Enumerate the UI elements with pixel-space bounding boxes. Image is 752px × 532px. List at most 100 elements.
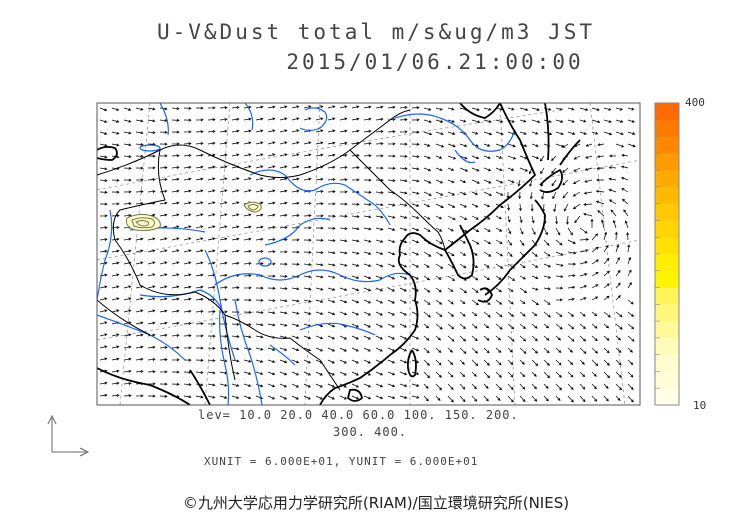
wind-vector: [423, 383, 429, 389]
wind-vector: [583, 191, 593, 195]
wind-vector: [339, 299, 348, 304]
wind-vector: [171, 273, 180, 277]
wind-vector: [423, 155, 431, 159]
wind-vector: [603, 270, 610, 277]
wind-vector: [231, 189, 240, 193]
wind-vector: [387, 299, 395, 304]
wind-vector: [147, 345, 156, 349]
wind-vector: [327, 299, 336, 304]
wind-vector: [303, 117, 312, 121]
wind-vector: [315, 335, 324, 340]
wind-vector: [123, 249, 132, 253]
wind-vector: [303, 299, 312, 303]
wind-vector: [351, 323, 360, 328]
wind-vector: [219, 383, 228, 387]
wind-vector: [387, 166, 396, 170]
wind-vector: [531, 299, 540, 306]
wind-vector: [279, 323, 288, 327]
wind-vector: [567, 239, 576, 244]
wind-vector: [596, 178, 604, 182]
wind-vector: [543, 395, 549, 402]
wind-vector: [195, 201, 204, 205]
wind-vector: [339, 395, 348, 400]
wind-vector: [621, 176, 629, 181]
wind-vector: [447, 191, 456, 196]
wind-vector: [435, 311, 443, 318]
colorbar-swatch: [655, 153, 679, 171]
wind-vector: [303, 153, 312, 157]
wind-vector: [399, 335, 408, 340]
wind-vector: [626, 231, 630, 241]
wind-vector: [471, 335, 478, 342]
wind-vector: [135, 131, 144, 135]
wind-vector: [411, 263, 420, 268]
wind-vector: [159, 285, 168, 289]
wind-vector: [291, 165, 300, 169]
wind-vector: [459, 119, 467, 123]
wind-vector: [183, 213, 192, 217]
wind-vector: [255, 165, 264, 169]
colorbar-swatch: [655, 136, 679, 154]
wind-vector: [518, 203, 522, 212]
wind-vector: [123, 213, 132, 217]
wind-vector: [363, 347, 371, 352]
wind-vector: [471, 131, 479, 135]
wind-vector: [423, 143, 431, 147]
wind-vector: [363, 311, 372, 316]
wind-vector: [519, 227, 524, 235]
wind-vector: [171, 309, 180, 313]
wind-vector: [567, 371, 574, 378]
wind-vector: [207, 395, 216, 399]
wind-vector: [231, 286, 240, 290]
wind-vector: [231, 117, 240, 121]
wind-vector: [315, 238, 324, 242]
wind-vector: [555, 215, 559, 225]
wind-vector: [339, 178, 348, 182]
map-title: U-V&Dust total m/s&ug/m3 JST: [156, 20, 595, 44]
wind-vector: [255, 371, 264, 376]
wind-vector: [529, 179, 533, 187]
wind-vector: [507, 143, 516, 148]
wind-vector: [255, 395, 264, 400]
wind-vector: [627, 383, 634, 391]
wind-vector: [531, 359, 539, 367]
wind-vector: [555, 371, 562, 378]
wind-vector: [567, 311, 575, 317]
lat-lon-grid: [97, 103, 640, 405]
wind-vector: [375, 215, 384, 219]
wind-vector: [555, 119, 564, 123]
wind-vector: [267, 189, 276, 193]
wind-vector: [123, 345, 132, 349]
wind-vector: [99, 393, 108, 397]
wind-vector: [267, 311, 276, 315]
wind-vector: [159, 382, 168, 386]
wind-vector: [315, 226, 324, 230]
wind-vector: [111, 261, 120, 265]
wind-vector: [327, 202, 336, 206]
wind-vector: [615, 257, 620, 265]
wind-vector: [411, 275, 419, 280]
wind-vector: [183, 334, 192, 338]
wind-vector: [495, 119, 504, 123]
wind-vector: [231, 129, 240, 133]
wind-vector: [195, 213, 204, 217]
wind-vector: [627, 282, 632, 289]
wind-vector: [207, 118, 216, 122]
wind-vector: [531, 155, 540, 160]
wind-vector: [315, 105, 324, 109]
wind-vector: [243, 141, 252, 145]
wind-vector: [459, 371, 466, 378]
wind-vector: [303, 105, 312, 109]
wind-vector: [195, 141, 204, 145]
wind-vector: [267, 286, 276, 290]
wind-vector: [583, 203, 593, 207]
wind-vector: [459, 383, 466, 390]
wind-vector: [555, 311, 563, 318]
wind-vector: [519, 107, 529, 112]
wind-vector: [519, 275, 526, 280]
wind-vector: [555, 251, 564, 256]
wind-vector: [543, 383, 549, 389]
wind-vector: [183, 225, 192, 229]
wind-vector: [447, 227, 454, 232]
